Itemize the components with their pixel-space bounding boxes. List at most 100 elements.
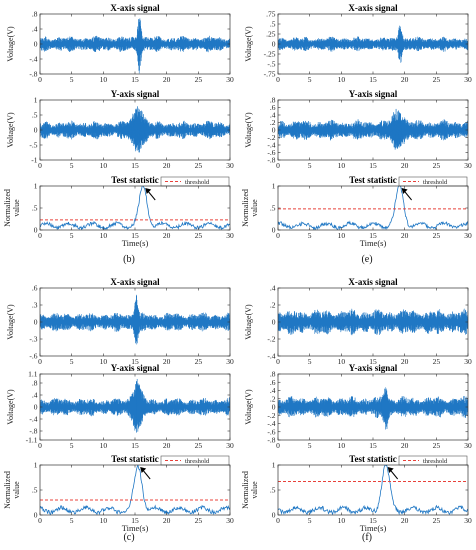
x-tick-label: 25	[195, 75, 203, 84]
y-axis-label: Voltage(V)	[244, 112, 253, 148]
x-tick-label: 10	[338, 75, 346, 84]
x-tick-label: 0	[38, 75, 42, 84]
x-tick-label: 0	[38, 231, 42, 240]
y-tick-label: .25	[266, 30, 276, 39]
y-tick-label: .75	[266, 10, 276, 19]
x-tick-label: 15	[369, 161, 377, 170]
x-tick-label: 5	[70, 161, 74, 170]
signal-series	[278, 25, 468, 63]
x-tick-label: 25	[195, 357, 203, 366]
x-axis-signal-chart: X-axis signal 0 5 10 15 20 25 30 -.6 -.3 0 .3 .6 Volt…	[6, 277, 234, 366]
plot-frame	[277, 464, 469, 516]
x-tick-label: 5	[70, 357, 74, 366]
x-tick-label: 0	[38, 161, 42, 170]
x-tick-label: 20	[401, 231, 409, 240]
y-tick-label: .5	[270, 20, 276, 29]
x-tick-label: 0	[276, 161, 280, 170]
x-tick-label: 10	[338, 441, 346, 450]
signal-series	[40, 378, 230, 433]
x-tick-label: 0	[276, 441, 280, 450]
y-tick-label: -.4	[267, 141, 275, 150]
x-tick-label: 25	[195, 231, 203, 240]
y-tick-label: 0	[272, 511, 276, 520]
test-statistic-chart: Test statistic threshold 0 5 10 15 20 25 30 0 .5 1 N…	[3, 454, 234, 533]
y-axis-label: Normalized value	[3, 189, 21, 227]
panel-caption: (f)	[362, 532, 372, 543]
x-tick-label: 30	[464, 75, 472, 84]
y-tick-label: .2	[270, 118, 276, 127]
peak-arrow-head	[140, 467, 147, 473]
y-tick-label: -.4	[29, 55, 37, 64]
x-tick-label: 30	[226, 75, 234, 84]
x-tick-label: 30	[226, 516, 234, 525]
x-tick-label: 25	[195, 161, 203, 170]
y-tick-label: .8	[270, 96, 276, 105]
legend-label: threshold	[185, 179, 210, 186]
x-axis-signal-chart: X-axis signal 0 5 10 15 20 25 30 -.4 -.2 0 .2 .4 Volt…	[244, 277, 472, 366]
test-statistic-chart: Test statistic threshold 0 5 10 15 20 25 30 0 .5 1 N…	[3, 175, 234, 248]
y-axis-label-line2: value	[250, 481, 259, 499]
y-tick-label: 0	[272, 403, 276, 412]
x-tick-label: 10	[100, 516, 108, 525]
x-tick-label: 30	[226, 231, 234, 240]
x-tick-label: 20	[163, 441, 171, 450]
y-tick-label: .4	[270, 111, 276, 120]
y-tick-label: 1	[34, 461, 38, 470]
x-tick-label: 20	[163, 516, 171, 525]
chart-title: Y-axis signal	[111, 89, 160, 99]
chart-title: Test statistic	[111, 454, 158, 464]
y-tick-label: 0	[34, 403, 38, 412]
y-tick-label: -.4	[29, 415, 37, 424]
y-tick-label: 1	[34, 96, 38, 105]
x-tick-label: 15	[369, 357, 377, 366]
test-statistic-series	[278, 186, 468, 230]
x-tick-label: 30	[464, 441, 472, 450]
x-tick-label: 0	[276, 231, 280, 240]
x-tick-label: 0	[276, 357, 280, 366]
panel-caption: (c)	[123, 532, 134, 543]
x-axis-label: Time(s)	[360, 523, 387, 533]
x-tick-label: 15	[369, 441, 377, 450]
x-tick-label: 30	[464, 231, 472, 240]
y-axis-label-line2: value	[250, 199, 259, 217]
x-tick-label: 5	[308, 75, 312, 84]
peak-arrow-head	[145, 188, 152, 194]
y-tick-label: -.75	[264, 70, 276, 79]
y-tick-label: -1	[31, 156, 37, 165]
y-tick-label: 1.1	[28, 370, 38, 379]
x-tick-label: 10	[100, 231, 108, 240]
y-axis-signal-chart: Y-axis signal 0 5 10 15 20 25 30 -1.1-.8 -.4 0 .4 .8…	[6, 363, 234, 450]
y-tick-label: .2	[270, 394, 276, 403]
y-axis-label: Normalized value	[3, 471, 21, 509]
x-tick-label: 0	[38, 441, 42, 450]
y-axis-label: Voltage(V)	[6, 26, 15, 62]
y-axis-label: Voltage(V)	[244, 304, 253, 340]
chart-title: X-axis signal	[348, 277, 398, 287]
y-tick-label: 0	[34, 226, 38, 235]
x-tick-label: 15	[131, 161, 139, 170]
test-statistic-chart: Test statistic threshold 0 5 10 15 20 25 30 0 .5 1 N…	[241, 175, 472, 248]
test-statistic-series	[40, 186, 230, 230]
panel-caption: (b)	[123, 254, 135, 265]
signal-series	[40, 294, 230, 345]
y-axis-label-line1: Normalized	[241, 471, 250, 509]
y-tick-label: -.6	[267, 148, 275, 157]
y-tick-label: .4	[270, 386, 276, 395]
x-tick-label: 30	[464, 357, 472, 366]
x-tick-label: 5	[308, 357, 312, 366]
x-tick-label: 20	[401, 75, 409, 84]
signal-series	[40, 106, 230, 153]
y-axis-label: Voltage(V)	[6, 389, 15, 425]
x-tick-label: 25	[433, 75, 441, 84]
chart-title: Test statistic	[111, 175, 158, 185]
y-tick-label: -.8	[29, 70, 37, 79]
legend-label: threshold	[423, 458, 448, 465]
x-tick-label: 25	[433, 357, 441, 366]
y-tick-label: 0	[34, 318, 38, 327]
y-axis-label-line1: Normalized	[3, 189, 12, 227]
y-tick-label: 1	[34, 182, 38, 191]
